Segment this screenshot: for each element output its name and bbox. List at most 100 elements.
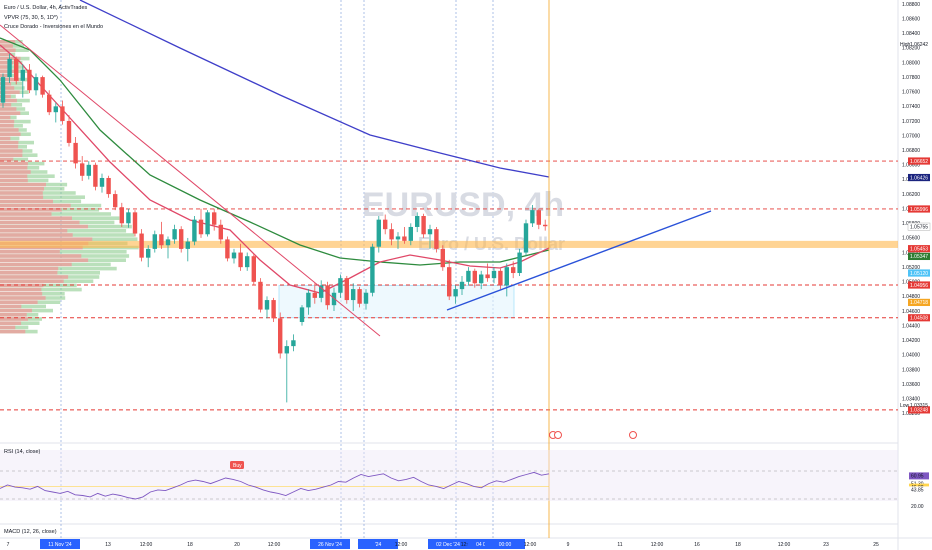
trendlines[interactable] [0,24,712,337]
volume-bar-down [0,199,53,204]
volume-bar-down [0,65,12,69]
candle-body [159,234,164,246]
low-value: 1.03315 [910,403,928,409]
rsi-axis-badge [909,486,929,494]
candle-body [53,106,58,113]
time-axis[interactable]: 7 11 Nov '24 13 12:00 18 20 12:00 25 26 Nov '24 0… [7,539,879,549]
volume-bar-down [0,203,71,208]
candle-body [427,229,433,235]
volume-bar-down [0,237,93,241]
time-tick: 20 [234,542,240,548]
us-flag-icon[interactable] [554,431,562,439]
price-tick: 1.03800 [902,367,920,373]
volume-bar-down [0,73,11,78]
volume-bar-down [0,61,14,65]
candle-body [344,278,349,301]
candle-body [165,239,171,246]
price-tick: 1.07800 [902,75,920,81]
candle-body [434,229,439,249]
price-label-value: 1.05996 [910,207,928,213]
rsi-axis-tick: 60.95 [911,474,924,480]
event-icons[interactable] [549,431,637,439]
candle-body [132,212,138,234]
volume-bar-down [0,94,11,99]
price-label-badge [908,173,930,182]
rsi-axis-tick: 20.00 [911,504,924,510]
volume-bar-down [0,262,72,267]
volume-bar-down [0,216,72,220]
header: Euro / U.S. Dollar, 4h, ActivTrades VPVR… [4,5,103,30]
candle-body [179,229,184,249]
buy-annotation: Buy [230,461,244,469]
moving-averages [0,0,550,294]
price-tick: 1.07600 [902,90,920,96]
time-tick: 7 [7,542,10,548]
candle-body [472,270,477,284]
volume-bar-down [0,304,22,309]
price-label-badge [908,252,930,261]
candle-body [491,270,497,279]
volume-bar-down [0,86,15,90]
volume-bar-down [0,212,52,216]
volume-bar-down [0,115,11,120]
ascending-trendline[interactable] [446,210,712,311]
volume-bar-down [0,296,46,300]
volume-bar-down [0,187,44,191]
ema-fast-line [0,44,550,294]
price-label-badge [908,314,930,322]
volume-bar-down [0,82,12,86]
candle-body [383,219,388,230]
candle-body [40,77,45,95]
time-tick: 9 [567,542,570,548]
volume-bar-down [0,300,38,304]
volume-bar-down [0,98,17,103]
volume-bar-down [0,250,60,254]
price-tick: 1.04800 [902,294,920,300]
candle-body [0,77,6,103]
volume-bar-down [0,119,15,124]
volume-bar-up [0,157,29,162]
time-axis-highlight [485,539,525,549]
candle-body [106,177,111,195]
volume-bar-down [0,275,69,279]
candle-body [258,281,263,310]
candle-body [395,236,401,240]
volume-bar-up [0,250,127,254]
candle-body [440,248,445,268]
time-axis-highlight [428,539,468,549]
candle-body [231,252,237,259]
volume-bar-down [0,229,68,233]
time-tick: 16 [694,542,700,548]
candle-body [325,285,330,306]
volume-bar-down [0,161,28,166]
candle-body [60,106,65,121]
us-flag-icon[interactable] [629,431,637,439]
candle-body [27,69,32,91]
price-tick: 1.06600 [902,163,920,169]
price-label-badge [908,157,930,165]
price-label-badge [908,281,930,289]
downtrend-line[interactable] [0,24,381,337]
candle-body [14,58,19,81]
candle-body [192,219,197,242]
candle-body [33,77,39,91]
rsi-band [0,450,898,501]
volume-bar-down [0,56,21,61]
candle-body [278,318,283,354]
price-tick: 1.03600 [902,382,920,388]
candle-body [421,216,426,235]
candle-body [7,58,12,78]
time-tick: 12:00 [140,542,153,548]
candle-body [152,234,157,249]
candle-body [99,177,105,187]
candle-body [511,267,516,274]
rsi-title: RSI (14, close) [4,449,41,455]
price-label-badge [908,269,930,277]
candle-body [238,252,243,268]
rsi-line [0,471,550,500]
high-text: High [900,42,911,48]
candle-body [543,224,548,227]
price-tick: 1.03200 [902,411,920,417]
price-tick: 1.08200 [902,46,920,52]
